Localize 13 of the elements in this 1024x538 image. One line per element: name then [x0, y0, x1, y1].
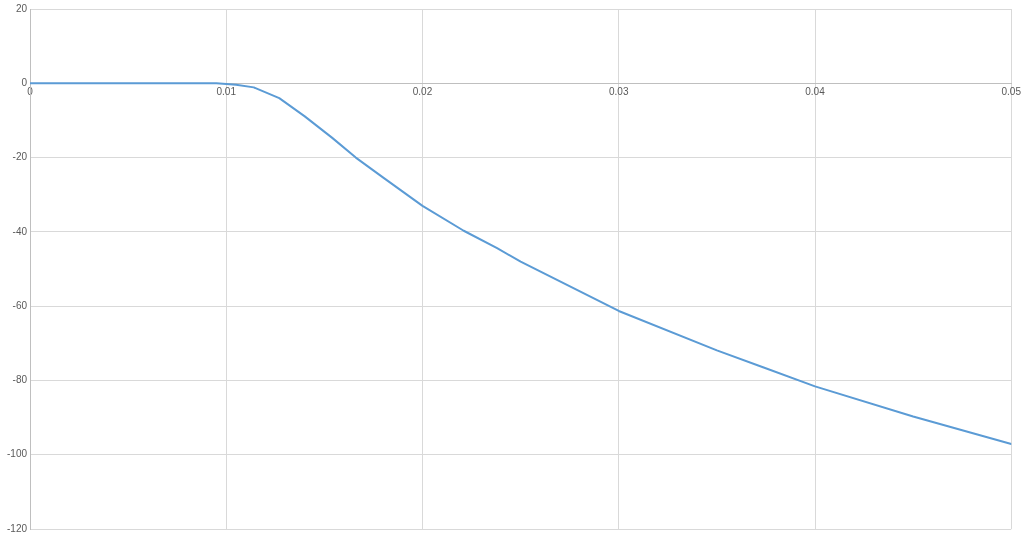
y-tick-label: -20: [12, 151, 28, 163]
y-tick-label: -100: [7, 448, 28, 460]
y-tick-label: 20: [15, 2, 28, 14]
y-tick-label: -40: [12, 225, 28, 237]
x-tick-label: 0.05: [1001, 86, 1022, 98]
x-tick-label: 0.01: [216, 86, 237, 98]
y-tick-label: -120: [7, 522, 28, 534]
x-tick-label: 0.03: [609, 86, 629, 98]
x-tick-label: 0.02: [412, 86, 433, 98]
x-tick-label: 0.04: [805, 86, 826, 98]
y-tick-label: 0: [21, 77, 28, 89]
y-tick-label: -60: [12, 299, 28, 311]
y-tick-label: -80: [12, 374, 28, 386]
